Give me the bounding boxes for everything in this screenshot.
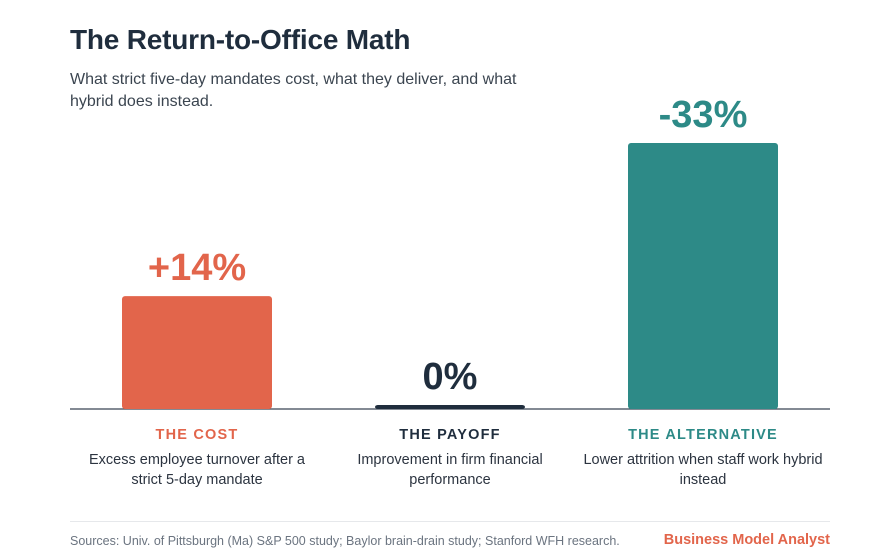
sources-note: Sources: Univ. of Pittsburgh (Ma) S&P 50… — [70, 534, 620, 548]
value-label-payoff: 0% — [423, 356, 478, 398]
category-label-alternative: THE ALTERNATIVE — [628, 427, 778, 443]
value-label-alternative: -33% — [659, 94, 748, 136]
category-description-payoff: Improvement in firm financial performanc… — [357, 452, 543, 488]
footer-divider — [70, 521, 830, 522]
chart-subtitle: What strict five-day mandates cost, what… — [70, 71, 517, 110]
brand-name: Business Model Analyst — [663, 532, 830, 548]
bar-alternative — [628, 143, 778, 409]
chart-title: The Return-to-Office Math — [70, 24, 411, 55]
category-label-cost: THE COST — [155, 427, 239, 443]
category-description-alternative: Lower attrition when staff work hybrid i… — [583, 452, 823, 488]
category-label-payoff: THE PAYOFF — [399, 427, 501, 443]
bar-chart: +14% 0% -33% — [70, 94, 830, 410]
bar-cost — [122, 296, 272, 409]
category-description-cost: Excess employee turnover after a strict … — [89, 452, 305, 488]
bar-payoff — [375, 405, 525, 409]
value-label-cost: +14% — [148, 247, 246, 289]
